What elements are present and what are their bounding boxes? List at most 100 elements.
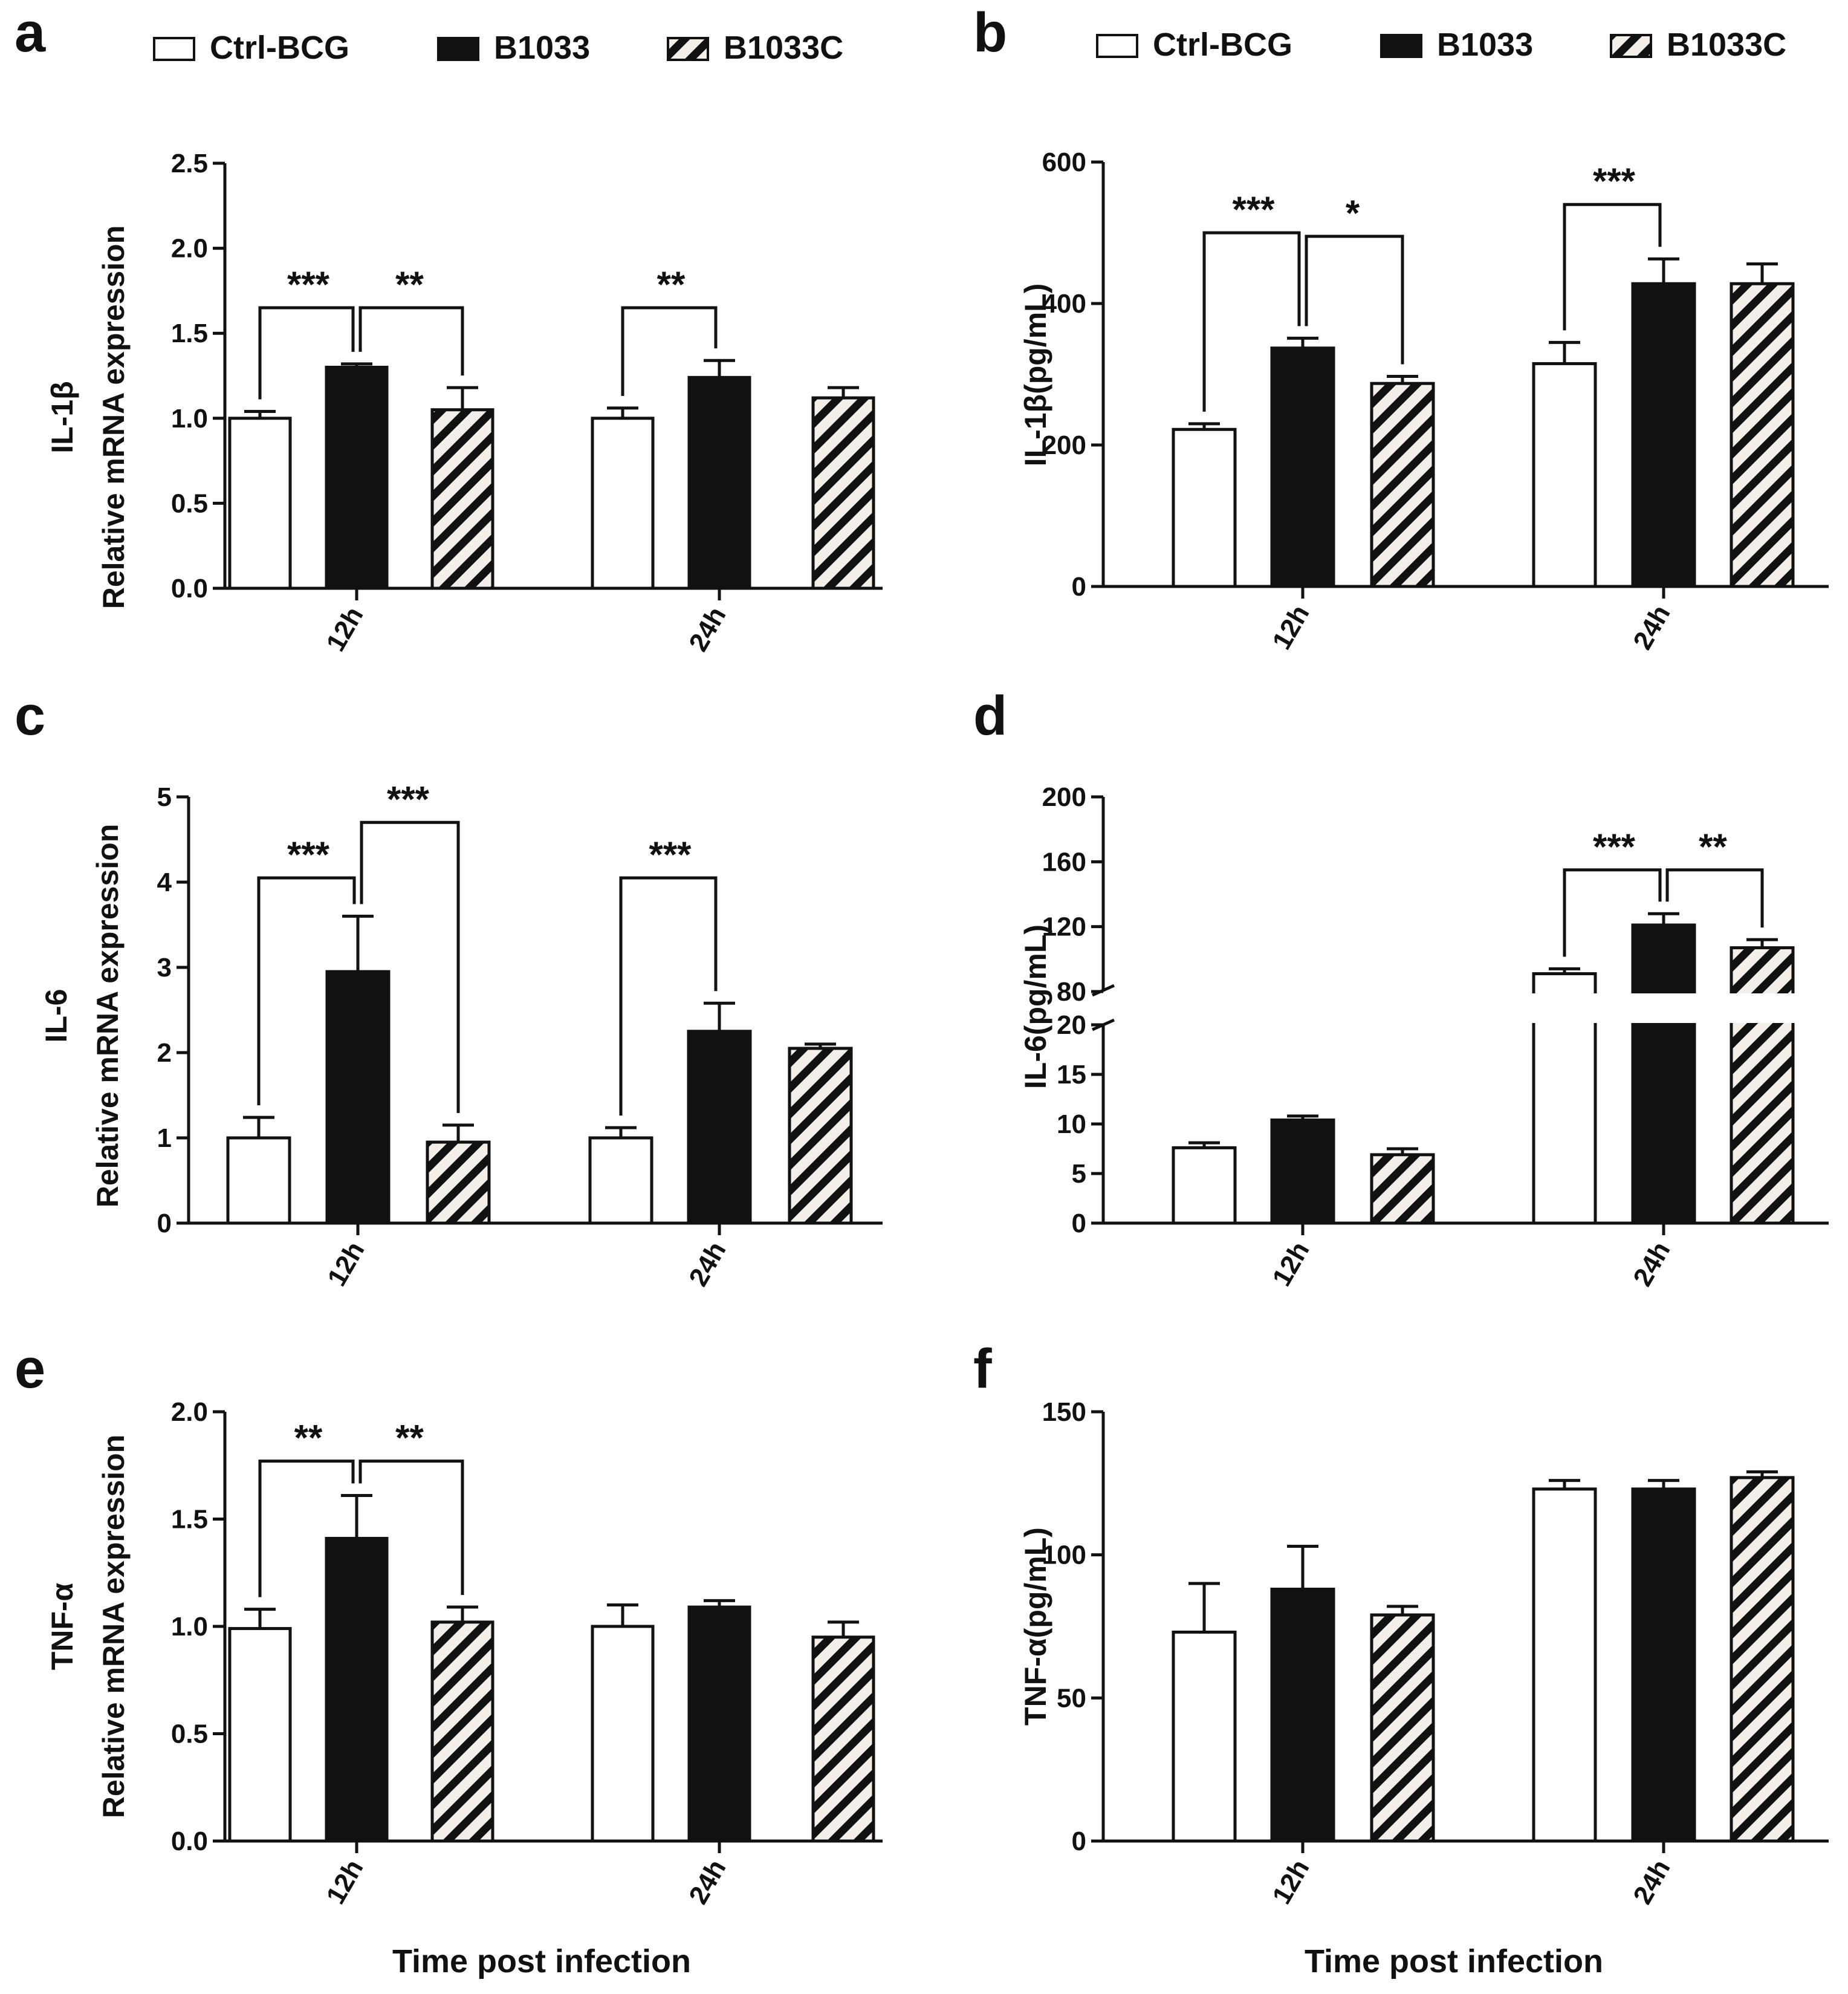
legend-label-b1033c: B1033C: [1667, 27, 1786, 63]
y-tick-label: 120: [1042, 912, 1086, 942]
legend-label-ctrl-bcg: Ctrl-BCG: [210, 30, 349, 66]
panel-e: e 0.0 0.5 1.0 1.5 2.0 TNF-α Relative mRNA expre…: [15, 1338, 883, 1979]
y-tick-label: 15: [1057, 1060, 1086, 1090]
y-tick-label: 0.5: [171, 1720, 208, 1749]
y-tick-label: 150: [1042, 1397, 1086, 1427]
significance-bracket: [1563, 203, 1662, 331]
y-tick-label: 3: [157, 953, 172, 982]
legend-label-ctrl-bcg: Ctrl-BCG: [1153, 27, 1292, 63]
significance-label: **: [657, 264, 686, 305]
bar-ctrl-bcg-12h: [1172, 427, 1237, 588]
legend-swatch-ctrl-bcg: [1096, 34, 1138, 58]
bar-b1033-12h: [1270, 1118, 1335, 1225]
significance-label: ***: [1593, 161, 1636, 201]
significance-bracket: [621, 306, 718, 396]
x-axis-label: Time post infection: [1305, 1943, 1603, 1979]
y-tick-label: 0.5: [171, 489, 208, 518]
significance-bracket: [1305, 235, 1404, 365]
significance-bracket: [358, 306, 464, 376]
legend-swatch-b1033: [1380, 34, 1422, 58]
bar-b1033-24h: [1631, 282, 1696, 588]
significance-label: ***: [1593, 827, 1636, 867]
y-tick-label: 160: [1042, 847, 1086, 877]
y-axis-label: Relative mRNA expression: [97, 1435, 131, 1819]
legend-label-b1033: B1033: [494, 30, 590, 66]
bar-b1033c-24h: [811, 396, 875, 590]
axis-break-mark: [1091, 1018, 1115, 1031]
significance-label: ***: [649, 834, 692, 875]
y-tick-label: 2.0: [171, 1397, 208, 1427]
y-axis-label: IL-6(pg/mL): [1019, 924, 1052, 1089]
bar-b1033c-24h: [788, 1047, 853, 1225]
significance-label: *: [1346, 193, 1360, 233]
y-tick-label: 5: [1072, 1159, 1086, 1189]
y-tick-label: 600: [1042, 148, 1086, 177]
y-tick-label: 10: [1057, 1109, 1086, 1139]
bar-b1033c-24h: [1730, 282, 1795, 588]
significance-label: ***: [1232, 189, 1275, 230]
bar-b1033-12h: [325, 970, 391, 1225]
bar-b1033c-12h: [430, 1620, 494, 1843]
axis-break-mark: [1091, 984, 1115, 997]
bar-ctrl-bcg-12h: [228, 1627, 292, 1843]
legend-left: Ctrl-BCG B1033 B1033C: [153, 30, 843, 66]
bar-b1033c-24h: [1730, 946, 1795, 1225]
y-axis-label: Relative mRNA expression: [97, 226, 131, 609]
significance-bracket: [1563, 868, 1662, 957]
y-axis-label: IL-1β(pg/mL): [1019, 284, 1052, 467]
axis-break-gap: [1085, 993, 1835, 1023]
legend-swatch-b1033c: [1610, 34, 1652, 58]
panel-letter-a: a: [15, 2, 46, 63]
panel-letter-c: c: [15, 685, 45, 747]
bar-b1033-24h: [687, 375, 751, 590]
y-tick-label: 4: [157, 868, 172, 897]
y-tick-label: 0: [1072, 1209, 1086, 1238]
y-tick-label: 20: [1057, 1010, 1086, 1040]
y-tick-label: 200: [1042, 430, 1086, 460]
significance-bracket: [257, 876, 356, 1106]
significance-label: **: [294, 1418, 323, 1458]
bar-b1033c-12h: [1370, 1153, 1435, 1225]
significance-label: ***: [287, 264, 330, 305]
bar-b1033c-24h: [1730, 1476, 1795, 1843]
y-tick-label: 0: [1072, 1827, 1086, 1856]
significance-label: **: [395, 264, 424, 305]
bar-ctrl-bcg-24h: [588, 1136, 653, 1225]
bar-ctrl-bcg-12h: [1172, 1630, 1237, 1843]
bar-b1033-12h: [1270, 1587, 1335, 1843]
y-tick-label: 80: [1057, 977, 1086, 1007]
bar-ctrl-bcg-24h: [1532, 1487, 1597, 1843]
significance-label: ***: [387, 779, 430, 819]
significance-label: **: [395, 1418, 424, 1458]
y-tick-label: 0: [157, 1209, 172, 1238]
bar-b1033c-24h: [811, 1635, 875, 1843]
legend-label-b1033: B1033: [1437, 27, 1533, 63]
bar-b1033c-12h: [1370, 382, 1435, 588]
legend-layer: Ctrl-BCG B1033 B1033C Ctrl-BCG B1033 B1033C: [153, 27, 1786, 66]
bar-b1033-24h: [1631, 923, 1696, 1225]
significance-bracket: [1202, 231, 1301, 412]
bar-b1033-12h: [1270, 346, 1335, 588]
significance-bracket: [619, 876, 718, 1116]
significance-bracket: [1665, 868, 1764, 928]
bar-ctrl-bcg-24h: [591, 417, 655, 590]
y-axis-label: TNF-α: [45, 1582, 79, 1670]
bar-b1033-24h: [1631, 1487, 1696, 1843]
y-tick-label: 1.5: [171, 319, 208, 348]
bar-b1033c-12h: [1370, 1613, 1435, 1843]
y-axis-label: TNF-α(pg/mL): [1019, 1527, 1052, 1726]
legend-swatch-b1033c: [667, 37, 709, 61]
y-tick-label: 2.0: [171, 234, 208, 264]
y-tick-label: 2.5: [171, 149, 208, 178]
legend-right: Ctrl-BCG B1033 B1033C: [1096, 27, 1786, 63]
significance-bracket: [360, 820, 460, 1113]
legend-swatch-b1033: [437, 37, 479, 61]
bar-ctrl-bcg-12h: [228, 417, 292, 590]
significance-bracket: [358, 1460, 464, 1596]
y-tick-label: 0: [1072, 572, 1086, 602]
bar-b1033-24h: [687, 1030, 752, 1225]
y-tick-label: 1.0: [171, 1612, 208, 1642]
